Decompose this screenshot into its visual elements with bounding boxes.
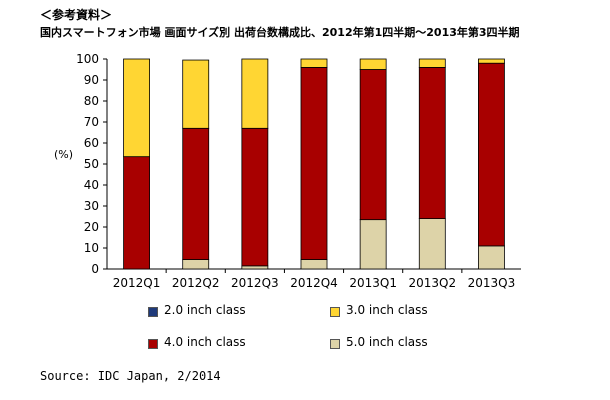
y-tick-label: 60: [84, 136, 99, 150]
legend-swatch-5-0-inch: [330, 339, 340, 349]
bar-segment: [123, 58, 150, 158]
x-tick-label: 2012Q4: [290, 276, 338, 290]
bar-segment: [241, 127, 269, 267]
bar-segment: [478, 58, 505, 64]
y-tick-label: 40: [84, 178, 99, 192]
y-tick-label: 50: [84, 157, 99, 171]
x-tick-label: 2013Q2: [408, 276, 456, 290]
x-tick-label: 2013Q1: [349, 276, 397, 290]
bar-segment: [182, 59, 210, 129]
y-tick-label: 20: [84, 220, 99, 234]
x-tick-label: 2012Q3: [231, 276, 279, 290]
bar-segment: [359, 219, 387, 270]
x-tick-label: 2012Q1: [113, 276, 161, 290]
bar-segment: [478, 62, 505, 247]
stacked-bar-chart: 0 10 20 30 40 50 60 70 80 90 100 2012Q1 2012Q2 2012Q3…: [76, 52, 521, 290]
source-note: Source: IDC Japan, 2/2014: [40, 369, 221, 383]
y-tick-label: 100: [76, 52, 99, 66]
y-tick-label: 90: [84, 73, 99, 87]
legend-swatch-3-0-inch: [330, 307, 340, 317]
bar-segment: [123, 156, 150, 270]
bar-segment: [300, 259, 328, 270]
y-tick-label: 70: [84, 115, 99, 129]
y-axis-label: (%): [54, 148, 74, 161]
x-tick-label: 2013Q3: [468, 276, 516, 290]
legend-swatch-4-0-inch: [148, 339, 158, 349]
bar-segment: [182, 259, 210, 270]
y-tick-label: 10: [84, 241, 99, 255]
bar-segment: [241, 58, 269, 129]
legend-label-4-0-inch: 4.0 inch class: [164, 335, 246, 349]
legend-label-3-0-inch: 3.0 inch class: [346, 303, 428, 317]
y-tick-label: 30: [84, 199, 99, 213]
bar-segment: [300, 58, 328, 68]
x-tick-label: 2012Q2: [172, 276, 220, 290]
bar-segment: [241, 265, 269, 270]
bar-segment: [359, 58, 387, 70]
chart-title: 国内スマートフォン市場 画面サイズ別 出荷台数構成比、2012年第1四半期～20…: [40, 26, 520, 39]
legend-label-5-0-inch: 5.0 inch class: [346, 335, 428, 349]
bar-segment: [359, 69, 387, 221]
y-tick-label: 0: [91, 262, 99, 276]
legend-swatch-2-0-inch: [148, 307, 158, 317]
bar-segment: [418, 58, 446, 68]
bar-segment: [478, 245, 505, 270]
y-tick-label: 80: [84, 94, 99, 108]
bar-segment: [300, 67, 328, 260]
bar-segment: [182, 127, 210, 260]
bar-segment: [418, 67, 446, 219]
legend-label-2-0-inch: 2.0 inch class: [164, 303, 246, 317]
reference-label: ＜参考資料＞: [40, 8, 113, 22]
bar-segment: [418, 218, 446, 270]
